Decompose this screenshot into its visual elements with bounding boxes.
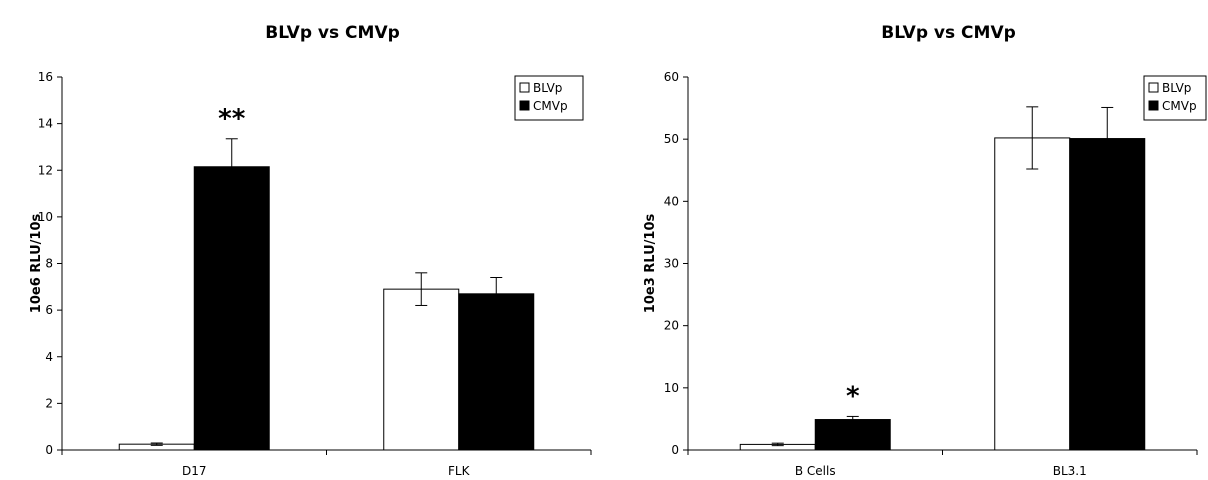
x-tick-label: D17 [182, 464, 207, 478]
y-tick-label: 40 [664, 194, 679, 208]
y-tick-label: 10 [664, 381, 679, 395]
error-bar-blvp-bl3-1 [1026, 106, 1039, 170]
y-tick-label: 12 [38, 163, 53, 177]
error-bar-cmvp-d17 [225, 138, 238, 196]
x-tick-label: BL3.1 [1053, 464, 1087, 478]
y-axis-label: 10e6 RLU/10s [29, 214, 44, 314]
y-tick-label: 10 [38, 210, 53, 224]
x-tick-label: B Cells [795, 464, 836, 478]
chart-svg: BLVp vs CMVp 10e3 RLU/10s 0 10 20 30 40 50 60 B C… [643, 23, 1207, 478]
chart-title: BLVp vs CMVp [265, 23, 400, 43]
bar-blvp-flk [383, 288, 460, 451]
bar-cmvp-d17 [193, 166, 270, 451]
significance-marker: * [846, 381, 860, 411]
y-tick-label: 8 [45, 257, 53, 271]
y-tick-label: 0 [45, 443, 53, 457]
chart-title: BLVp vs CMVp [881, 23, 1016, 43]
legend-label-blvp: BLVp [1162, 81, 1191, 95]
bar-blvp-bl3-1 [994, 137, 1071, 451]
legend-label-cmvp: CMVp [533, 99, 568, 113]
legend: BLVp CMVp [1143, 75, 1207, 121]
y-tick-label: 60 [664, 70, 679, 84]
y-tick-label: 0 [671, 443, 679, 457]
significance-marker: ** [218, 104, 246, 134]
chart-bcells-bl3: BLVp vs CMVp 10e3 RLU/10s 0 10 20 30 40 50 60 B C… [604, 0, 1208, 480]
error-bar-cmvp-flk [490, 276, 503, 311]
error-bar-blvp-d17 [150, 442, 163, 446]
error-bar-blvp-flk [415, 272, 428, 306]
y-tick-label: 30 [664, 257, 679, 271]
legend: BLVp CMVp [514, 75, 584, 121]
y-tick-label: 14 [38, 117, 53, 131]
y-tick-label: 20 [664, 319, 679, 333]
bar-cmvp-b-cells [814, 419, 891, 451]
legend-swatch-blvp [519, 82, 530, 93]
error-bar-cmvp-bl3-1 [1101, 106, 1114, 171]
y-tick-label: 2 [45, 396, 53, 410]
bar-cmvp-flk [458, 293, 535, 451]
legend-label-cmvp: CMVp [1162, 99, 1197, 113]
y-tick-label: 4 [45, 350, 53, 364]
y-tick-label: 16 [38, 70, 53, 84]
bar-cmvp-bl3-1 [1069, 138, 1146, 451]
legend-label-blvp: BLVp [533, 81, 562, 95]
legend-swatch-cmvp [1148, 100, 1159, 111]
y-tick-label: 6 [45, 303, 53, 317]
chart-d17-flk: BLVp vs CMVp 10e6 RLU/10s 0 2 4 6 8 10 12 14 16 D17… [29, 23, 592, 478]
error-bar-cmvp-b-cells [846, 415, 859, 424]
chart-svg: BLVp vs CMVp 10e6 RLU/10s 0 2 4 6 8 10 12 14 16 D17… [29, 23, 592, 478]
legend-swatch-blvp [1148, 82, 1159, 93]
x-tick-label: FLK [448, 464, 471, 478]
legend-swatch-cmvp [519, 100, 530, 111]
y-axis-label: 10e3 RLU/10s [643, 214, 658, 314]
error-bar-blvp-b-cells [771, 442, 784, 447]
y-tick-label: 50 [664, 132, 679, 146]
